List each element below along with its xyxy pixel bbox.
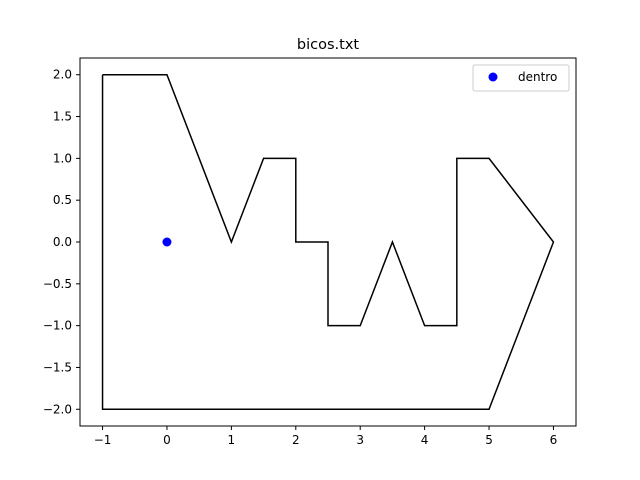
legend: dentro	[472, 64, 570, 92]
y-tick-label: −1.0	[43, 319, 72, 333]
y-tick-label: −0.5	[43, 277, 72, 291]
legend-box	[472, 64, 570, 92]
plot-area	[101, 73, 555, 411]
x-tick-label: −1	[94, 433, 112, 447]
x-tick-label: 5	[485, 433, 493, 447]
x-tick-label: 2	[292, 433, 300, 447]
y-tick-label: 0.5	[53, 193, 72, 207]
y-tick-label: 1.5	[53, 110, 72, 124]
y-tick-label: 0.0	[53, 235, 72, 249]
x-tick-label: 6	[550, 433, 558, 447]
y-tick-label: 2.0	[53, 68, 72, 82]
x-tick-label: 3	[356, 433, 364, 447]
y-tick-label: −2.0	[43, 402, 72, 416]
data-point-dentro	[162, 237, 172, 247]
y-tick-label: −1.5	[43, 360, 72, 374]
legend-marker-dentro	[488, 72, 498, 82]
chart-title: bicos.txt	[297, 37, 360, 53]
series-line-polygon	[101, 73, 555, 411]
x-tick-label: 0	[163, 433, 171, 447]
legend-label-dentro: dentro	[518, 70, 557, 84]
axes: −1 0 1 2 3 4 5 6 2.0 1.5 1.0 0.5 0.0 −0.5 −1.0 −1.5 −2.0	[43, 57, 577, 447]
x-tick-label: 4	[421, 433, 429, 447]
y-tick-label: 1.0	[53, 151, 72, 165]
x-tick-label: 1	[228, 433, 236, 447]
